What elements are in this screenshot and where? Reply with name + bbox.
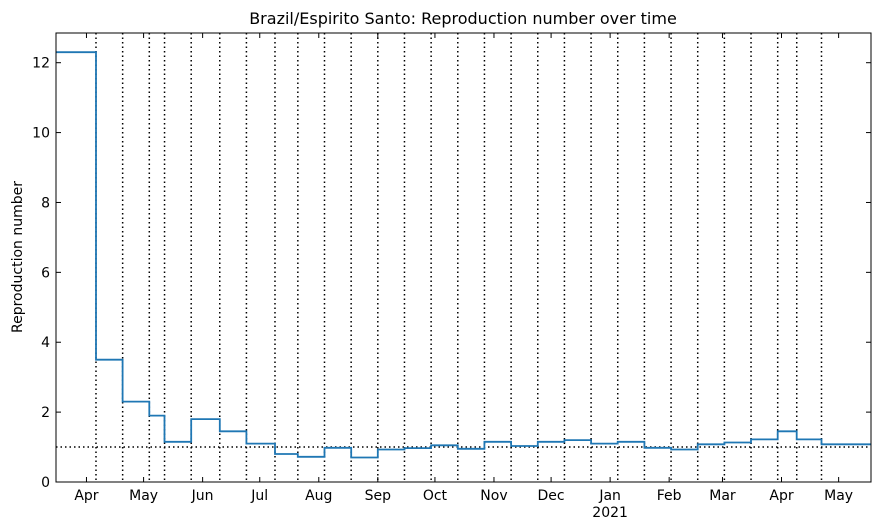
reproduction-number-line [56,51,871,459]
y-tick-label: 10 [32,126,50,142]
x-tick-label: Jul [250,488,268,504]
x-tick-label: Sep [365,488,392,504]
changepoint-lines [95,33,823,482]
y-tick-label: 2 [41,405,50,421]
x-tick-label: Oct [423,488,448,504]
x-tick-label: Aug [305,488,332,504]
x-year-label: 2021 [592,505,628,521]
y-tick-label: 6 [41,265,50,281]
y-axis-ticks: 0 2 4 6 8 10 12 [32,56,871,491]
x-tick-label: May [129,488,158,504]
x-tick-label: Mar [709,488,736,504]
x-tick-label: Nov [480,488,507,504]
x-tick-label: Dec [538,488,565,504]
plot-frame [55,32,872,483]
x-axis-ticks: Apr May Jun Jul Aug Sep Oct Nov Dec Jan Feb Mar Apr M… [74,33,853,521]
y-tick-label: 4 [41,335,50,351]
x-tick-label: May [824,488,853,504]
y-axis-label: Reproduction number [10,181,26,333]
y-tick-label: 8 [41,195,50,211]
x-tick-label: Feb [657,488,682,504]
x-tick-label: Jun [191,488,214,504]
y-tick-label: 12 [32,56,50,72]
y-tick-label: 0 [41,475,50,491]
series-group [56,51,871,459]
x-tick-label: Apr [74,488,98,504]
x-tick-label: Jan [598,488,621,504]
x-tick-label: Apr [769,488,793,504]
chart-title: Brazil/Espirito Santo: Reproduction numb… [249,9,677,28]
